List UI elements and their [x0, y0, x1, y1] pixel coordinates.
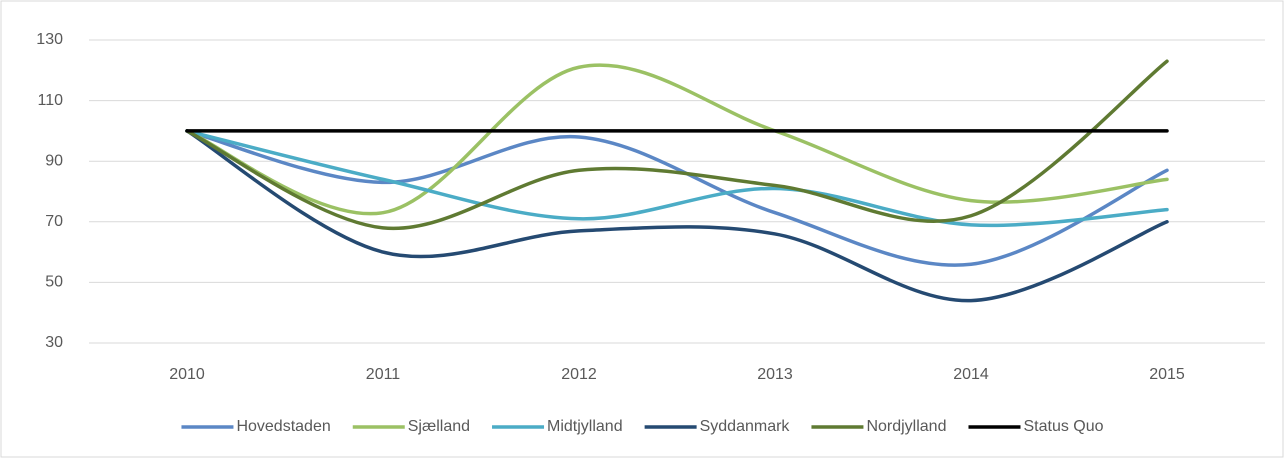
legend-label: Sjælland — [408, 418, 470, 435]
legend-label: Midtjylland — [547, 418, 623, 435]
series-line — [185, 63, 1169, 216]
x-tick-label: 2012 — [561, 366, 597, 383]
legend-label: Status Quo — [1023, 418, 1103, 435]
x-tick-label: 2013 — [757, 366, 793, 383]
legend-label: Hovedstaden — [236, 418, 330, 435]
x-tick-label: 2015 — [1149, 366, 1185, 383]
y-tick-label: 130 — [36, 31, 63, 48]
y-tick-label: 90 — [45, 152, 63, 169]
y-tick-label: 30 — [45, 334, 63, 351]
y-tick-label: 110 — [37, 92, 63, 109]
y-tick-label: 50 — [45, 274, 63, 291]
series-line — [185, 129, 1169, 228]
x-tick-label: 2010 — [169, 366, 205, 383]
x-tick-label: 2011 — [366, 366, 401, 383]
legend-label: Syddanmark — [700, 418, 791, 435]
series-line — [185, 59, 1169, 231]
y-tick-label: 70 — [45, 213, 63, 230]
legend-label: Nordjylland — [866, 418, 946, 435]
series-line — [185, 129, 1169, 303]
series-line — [185, 129, 1169, 267]
x-tick-label: 2014 — [953, 366, 989, 383]
